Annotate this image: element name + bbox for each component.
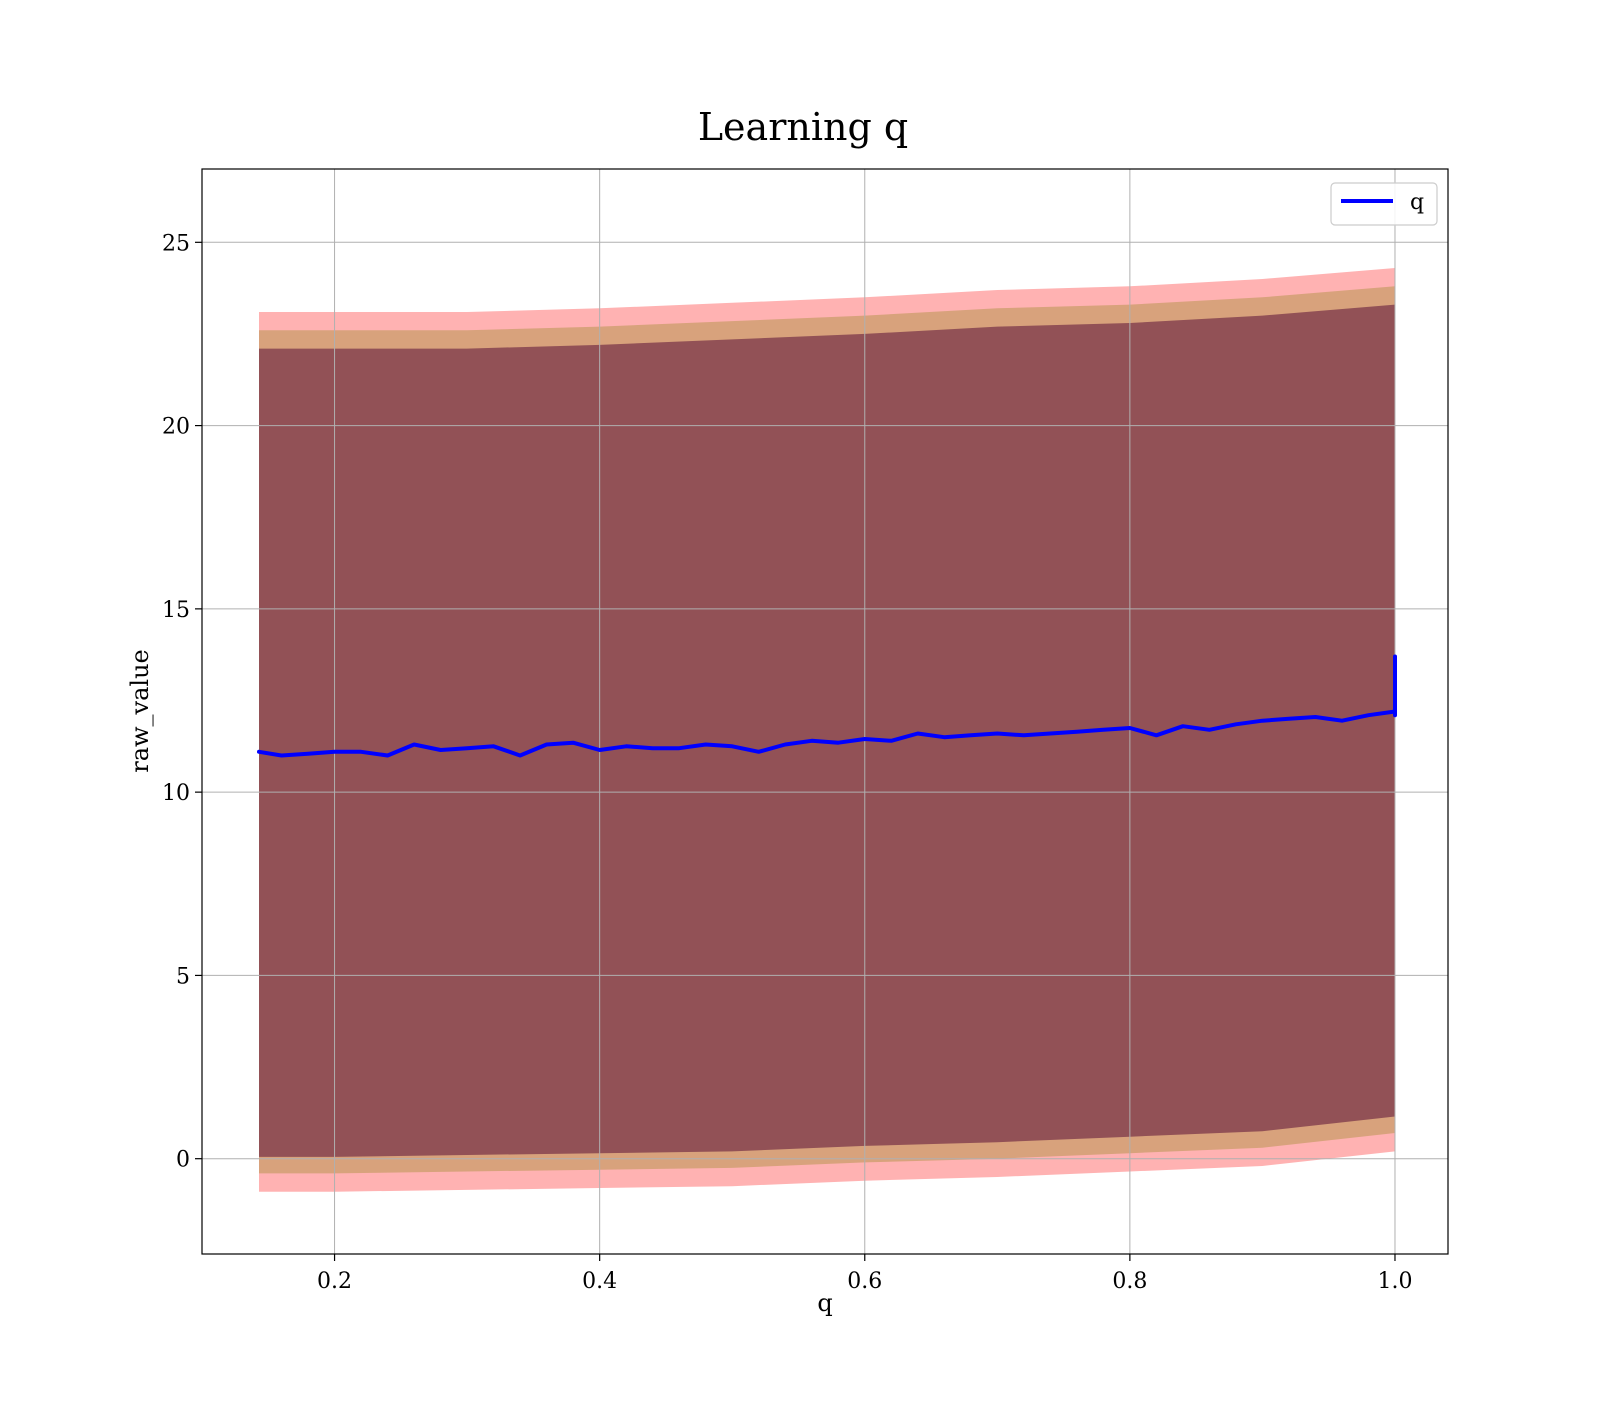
y-axis-label: raw_value [126,649,154,773]
y-tick-label-4: 20 [162,415,190,440]
band-2 [259,304,1395,1157]
y-tick-label-5: 25 [162,231,190,256]
series-line-q [257,654,1397,758]
x-tick-label-1: 0.4 [582,1269,617,1294]
legend: q [1330,182,1438,226]
legend-box [1330,182,1438,226]
x-ticks: 0.2 0.4 0.6 0.8 1.0 [317,1254,1412,1294]
x-tick-label-4: 1.0 [1377,1269,1412,1294]
x-tick-label-3: 0.8 [1112,1269,1147,1294]
series-layer [257,654,1397,758]
x-tick-label-0: 0.2 [317,1269,352,1294]
y-tick-label-3: 15 [162,598,190,623]
plot-frame [201,168,1449,1255]
chart-title: Learning q [698,105,908,149]
x-axis-label: q [817,1289,832,1317]
y-tick-label-0: 0 [176,1148,190,1173]
legend-label-q: q [1410,190,1424,215]
y-tick-label-2: 10 [162,781,190,806]
bands-layer [259,268,1395,1192]
x-tick-label-2: 0.6 [847,1269,882,1294]
y-tick-label-1: 5 [176,964,190,989]
y-ticks: 0 5 10 15 20 25 [162,231,202,1173]
